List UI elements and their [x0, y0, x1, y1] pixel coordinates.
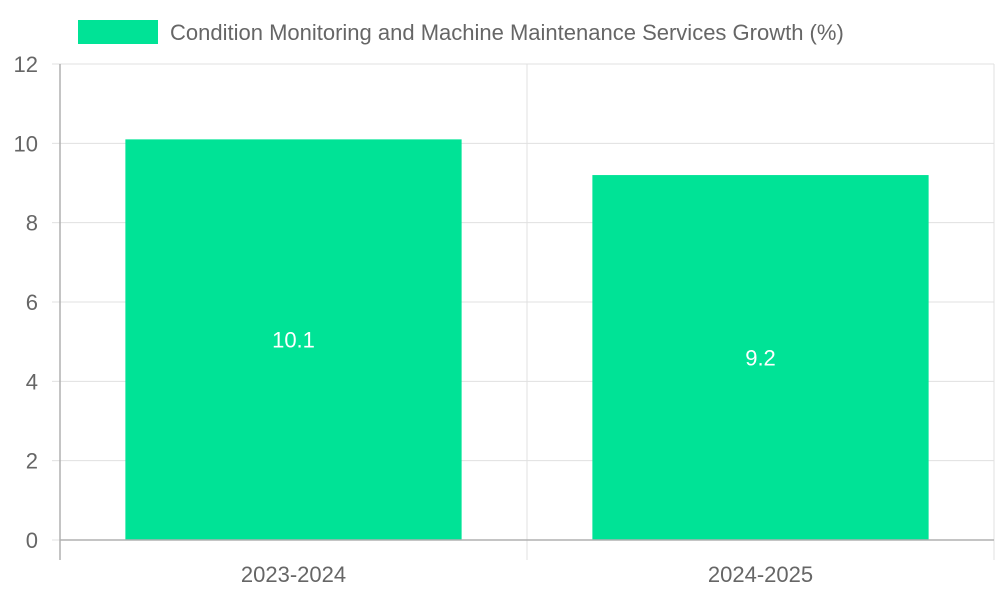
y-tick-label: 6: [26, 290, 38, 315]
bar-data-label: 9.2: [745, 346, 776, 371]
bars-layer: [125, 139, 929, 541]
y-tick-label: 0: [26, 528, 38, 553]
legend: Condition Monitoring and Machine Mainten…: [78, 20, 844, 45]
y-tick-label: 12: [14, 52, 38, 77]
y-tick-label: 10: [14, 131, 38, 156]
bar: [125, 139, 462, 540]
legend-swatch: [78, 20, 158, 44]
bar-data-label: 10.1: [272, 328, 315, 353]
axes-layer: [52, 63, 994, 560]
labels-layer: 0 2 4 6 8 10 12 10.1 2023-2024 9.2 2024-2025: [14, 52, 814, 587]
y-tick-label: 2: [26, 449, 38, 474]
x-tick-label: 2023-2024: [241, 562, 346, 587]
legend-label: Condition Monitoring and Machine Mainten…: [170, 20, 844, 45]
x-tick-label: 2024-2025: [708, 562, 813, 587]
bar: [592, 175, 929, 541]
y-tick-label: 4: [26, 369, 38, 394]
y-tick-label: 8: [26, 211, 38, 236]
